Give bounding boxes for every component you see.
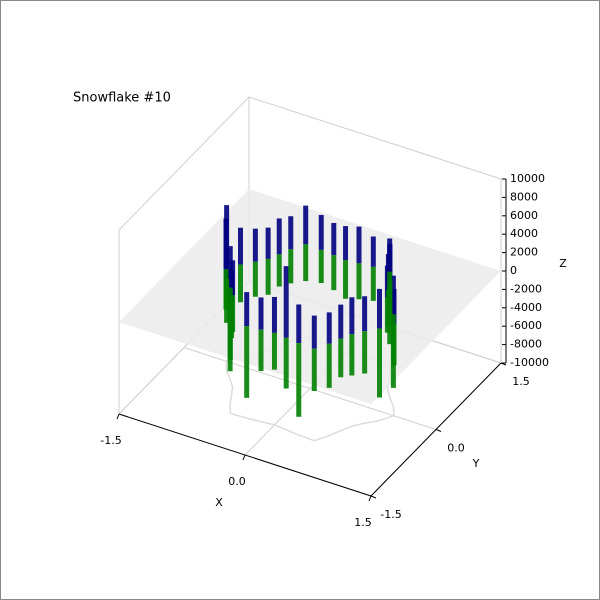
z-tick-label: 8000 [510, 190, 538, 203]
pane-edge [118, 96, 250, 231]
z-tick-label: 0 [510, 264, 517, 277]
x-tick [368, 495, 372, 502]
z-tick-label: -6000 [510, 319, 542, 332]
x-axis-label: X [215, 496, 223, 509]
x-tick [242, 454, 246, 461]
y-axis-label: Y [472, 457, 480, 470]
y-tick-label: 1.5 [512, 375, 530, 388]
z-tick-label: 4000 [510, 227, 538, 240]
x-tick [116, 413, 120, 420]
x-tick-label: 0.0 [228, 475, 246, 488]
z-tick-label: 6000 [510, 209, 538, 222]
y-tick [500, 362, 507, 366]
z-axis-label: Z [559, 257, 567, 270]
z-tick-label: 10000 [510, 172, 545, 185]
chart-title: Snowflake #10 [73, 91, 171, 106]
y-tick-label: -1.5 [380, 508, 401, 521]
y-tick-label: 0.0 [447, 442, 465, 455]
z-tick-label: -2000 [510, 282, 542, 295]
z-tick-label: -10000 [510, 356, 549, 369]
z-tick-label: -8000 [510, 338, 542, 351]
y-tick [435, 429, 442, 432]
y-tick [370, 495, 377, 499]
z-tick-label: -4000 [510, 301, 542, 314]
x-tick-label: -1.5 [100, 434, 121, 447]
pane-edge [248, 96, 502, 180]
x-tick-label: 1.5 [354, 516, 372, 529]
z-tick-label: 2000 [510, 246, 538, 259]
zero-plane [119, 189, 501, 404]
